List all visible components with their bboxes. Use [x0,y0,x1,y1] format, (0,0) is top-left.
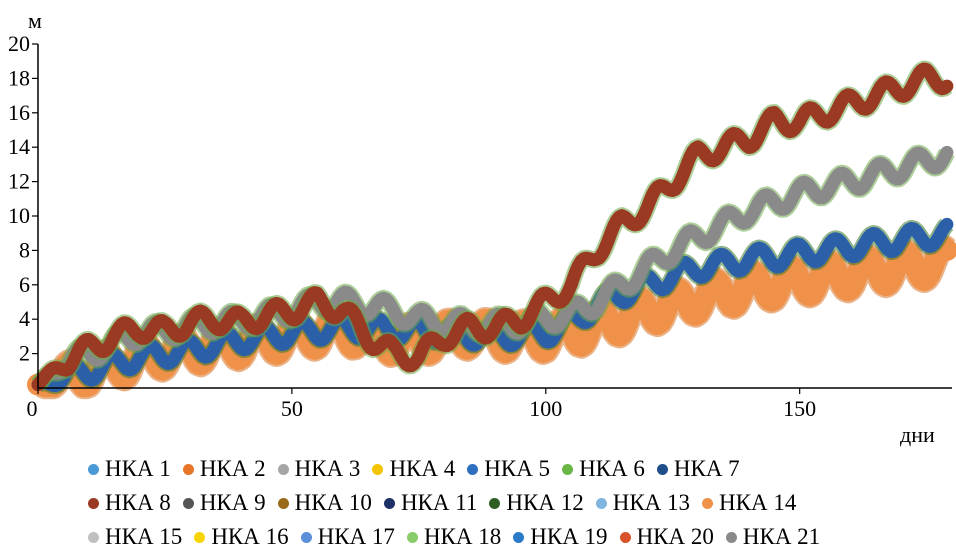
legend-row: НКА 8 НКА 9 НКА 10 НКА 11 НКА 12 НКА 13 НКА 14 [88,486,948,520]
y-tick-label: 16 [8,100,30,125]
legend-marker-icon [277,463,289,475]
y-tick-label: 8 [19,237,30,262]
legend-marker-icon [88,531,99,543]
legend-label: НКА 16 [211,524,289,549]
y-tick-label: 12 [8,169,30,194]
legend-item: НКА 6 [562,456,645,482]
legend-label: НКА 12 [506,490,584,515]
y-tick-label: 20 [8,31,30,56]
legend-marker-icon [562,463,574,475]
legend-label: НКА 20 [636,524,714,549]
legend-marker-icon [88,463,99,475]
legend-marker-icon [467,463,479,475]
legend-item: НКА 20 [619,524,714,550]
x-tick-label: 50 [281,396,303,421]
legend-label: НКА 5 [484,456,551,481]
legend-marker-icon [702,497,714,509]
y-tick-label: 6 [19,272,30,297]
legend-item: НКА 18 [406,524,502,550]
legend-item: НКА 5 [467,456,550,482]
x-tick-label: 150 [783,396,816,421]
legend-marker-icon [372,463,384,475]
legend-marker-icon [383,497,395,509]
x-axis-unit: дни [900,422,935,447]
legend-item: НКА 4 [372,456,455,482]
legend-item: НКА 13 [595,490,691,516]
legend-label: НКА 17 [317,524,395,549]
x-tick-label: 100 [529,396,562,421]
legend-label: НКА 9 [199,490,266,515]
ticks-layer: 2 4 6 8 10 12 14 16 18 20 0 50 100 150 [8,31,816,421]
legend-item: НКА 8 [88,490,171,516]
legend-marker-icon [194,531,206,543]
legend-row: НКА 1 НКА 2 НКА 3 НКА 4 НКА 5 НКА 6 НКА 7 [88,452,948,486]
chart-legend: НКА 1 НКА 2 НКА 3 НКА 4 НКА 5 НКА 6 НКА 7 НКА 8… [88,452,948,554]
legend-marker-icon [513,531,525,543]
legend-label: НКА 8 [105,490,171,515]
legend-label: НКА 6 [579,456,645,481]
legend-marker-icon [182,463,194,475]
legend-label: НКА 15 [105,524,183,549]
legend-item: НКА 11 [383,490,478,516]
legend-label: НКА 14 [719,490,797,515]
legend-marker-icon [725,531,737,543]
legend-label: НКА 1 [105,456,171,481]
legend-label: НКА 13 [612,490,691,515]
legend-item: НКА 12 [489,490,584,516]
legend-item: НКА 14 [702,490,796,516]
legend-item: НКА 17 [300,524,395,550]
legend-item: НКА 3 [277,456,361,482]
legend-label: НКА 4 [389,456,456,481]
y-axis-unit: м [28,8,42,33]
legend-label: НКА 10 [294,490,372,515]
legend-marker-icon [88,497,99,509]
legend-marker-icon [300,531,312,543]
y-tick-label: 4 [19,306,30,331]
legend-marker-icon [489,497,501,509]
legend-label: НКА 3 [294,456,361,481]
legend-marker-icon [277,497,289,509]
legend-item: НКА 19 [513,524,608,550]
legend-label: НКА 21 [742,524,821,549]
legend-item: НКА 2 [182,456,266,482]
legend-item: НКА 21 [725,524,821,550]
legend-label: НКА 7 [673,456,740,481]
y-tick-label: 10 [8,203,30,228]
legend-marker-icon [595,497,607,509]
chart-plot: 2 4 6 8 10 12 14 16 18 20 0 50 100 150 м дни [8,8,956,447]
legend-label: НКА 2 [199,456,266,481]
legend-label: НКА 11 [400,490,478,515]
legend-item: НКА 9 [182,490,266,516]
legend-marker-icon [656,463,668,475]
y-tick-label: 14 [8,134,30,159]
legend-marker-icon [406,531,418,543]
legend-row: НКА 15 НКА 16 НКА 17 НКА 18 НКА 19 НКА 20 НКА … [88,520,948,554]
legend-item: НКА 16 [194,524,289,550]
y-tick-label: 18 [8,65,30,90]
legend-item: НКА 15 [88,524,182,550]
legend-item: НКА 7 [656,456,740,482]
series-layer [27,60,956,400]
legend-marker-icon [619,531,631,543]
legend-label: НКА 18 [423,524,502,549]
legend-item: НКА 1 [88,456,171,482]
y-tick-label: 2 [19,341,30,366]
series-line-НКА-8 [31,62,954,392]
legend-item: НКА 10 [277,490,372,516]
legend-marker-icon [182,497,194,509]
x-tick-label: 0 [27,396,38,421]
legend-label: НКА 19 [530,524,608,549]
